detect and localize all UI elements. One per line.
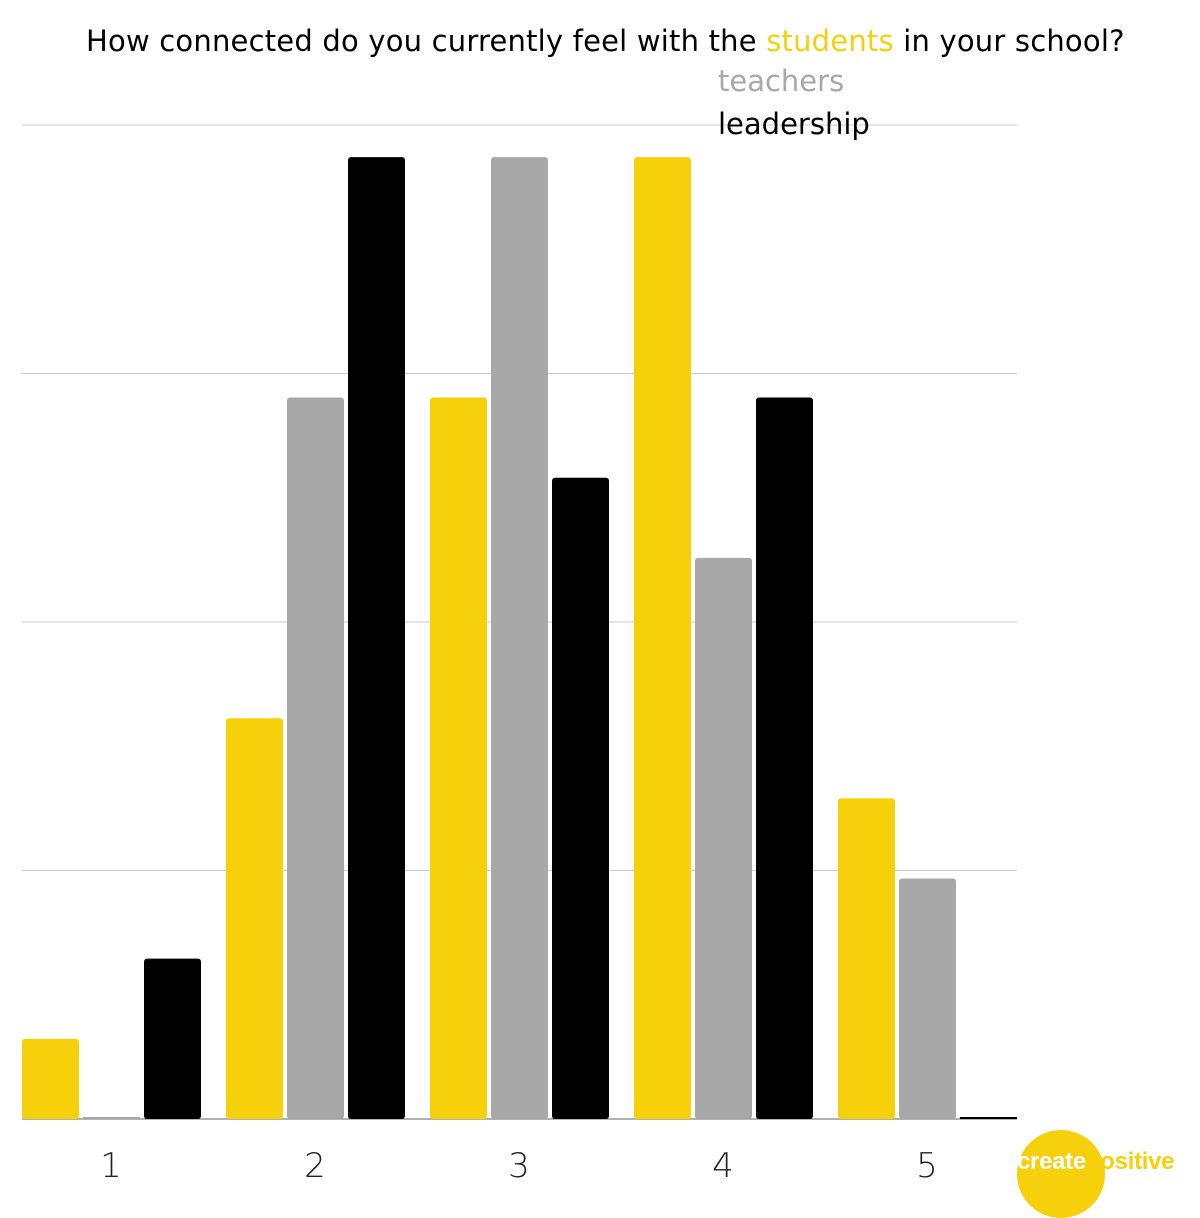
bar-leadership-4 (756, 397, 813, 1119)
bar-leadership-2 (348, 157, 405, 1119)
bar-teachers-3 (491, 157, 548, 1119)
logo-word-create: create (1017, 1148, 1086, 1175)
x-tick-label: 2 (304, 1146, 326, 1186)
legend-leadership: leadership (718, 107, 870, 141)
bar-teachers-1 (83, 1117, 140, 1119)
bar-leadership-5 (960, 1117, 1017, 1119)
bar-students-1 (22, 1038, 79, 1119)
bar-leadership-1 (144, 958, 201, 1119)
title-keyword-students: students (766, 24, 894, 58)
legend-teachers: teachers (718, 64, 845, 98)
bar-teachers-2 (287, 397, 344, 1119)
x-tick-label: 1 (100, 1146, 122, 1186)
bar-teachers-5 (899, 878, 956, 1119)
bar-leadership-3 (552, 477, 609, 1119)
bar-students-4 (634, 157, 691, 1119)
logo-text: createpositive (1017, 1148, 1175, 1176)
bar-students-2 (226, 718, 283, 1119)
x-tick-label: 5 (916, 1146, 938, 1186)
bar-students-3 (430, 397, 487, 1119)
title-prefix: How connected do you currently feel with… (86, 24, 757, 58)
bar-teachers-4 (695, 557, 752, 1119)
title-suffix: in your school? (903, 24, 1125, 58)
x-tick-label: 3 (508, 1146, 530, 1186)
createpositive-logo: createpositive (1015, 1130, 1200, 1218)
logo-word-positive: positive (1085, 1148, 1175, 1175)
bar-students-5 (838, 798, 895, 1119)
chart-title: How connected do you currently feel with… (86, 24, 1125, 58)
x-tick-label: 4 (712, 1146, 734, 1186)
